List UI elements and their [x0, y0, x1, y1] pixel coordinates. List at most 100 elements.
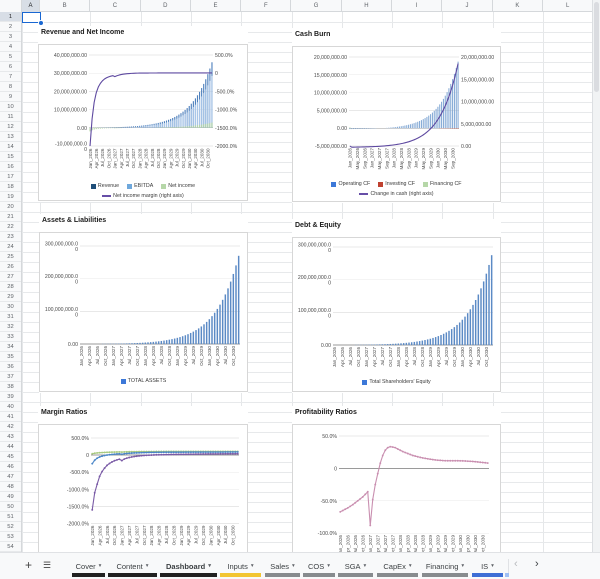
tab-dropdown-icon[interactable]: ▾ [98, 563, 102, 569]
row-header-46[interactable]: 46 [0, 462, 21, 472]
sheet-tab-content[interactable]: Content ▾ [108, 557, 157, 575]
chart-cash-burn[interactable]: Cash Burn 20,000,000.00 15,000,000.00 10,00… [292, 28, 501, 203]
column-header-L[interactable]: L [543, 0, 594, 12]
row-header-6[interactable]: 6 [0, 62, 21, 72]
sheet-tab-sga[interactable]: SGA ▾ [338, 557, 373, 575]
row-header-17[interactable]: 17 [0, 172, 21, 182]
tab-dropdown-icon[interactable]: ▾ [461, 563, 465, 569]
column-header-F[interactable]: F [241, 0, 292, 12]
row-header-5[interactable]: 5 [0, 52, 21, 62]
row-header-29[interactable]: 29 [0, 292, 21, 302]
column-header-H[interactable]: H [342, 0, 393, 12]
row-header-27[interactable]: 27 [0, 272, 21, 282]
chart-profitability-ratios[interactable]: Profitability Ratios 50.0% 0 -50.0% -100.0% J… [292, 406, 501, 552]
sheet-tab-capex[interactable]: CapEx ▾ [377, 557, 418, 575]
row-header-35[interactable]: 35 [0, 352, 21, 362]
row-header-37[interactable]: 37 [0, 372, 21, 382]
row-header-28[interactable]: 28 [0, 282, 21, 292]
sheet-tab-cos[interactable]: COS ▾ [303, 557, 335, 575]
row-header-41[interactable]: 41 [0, 412, 21, 422]
column-header-I[interactable]: I [392, 0, 443, 12]
column-header-D[interactable]: D [141, 0, 191, 12]
column-header-E[interactable]: E [191, 0, 242, 12]
row-header-31[interactable]: 31 [0, 312, 21, 322]
all-sheets-icon[interactable]: ☰ [43, 560, 52, 570]
row-header-7[interactable]: 7 [0, 72, 21, 82]
column-header-K[interactable]: K [493, 0, 543, 12]
row-header-12[interactable]: 12 [0, 122, 21, 132]
row-header-54[interactable]: 54 [0, 542, 21, 552]
row-header-1[interactable]: 1 [0, 12, 21, 22]
row-header-53[interactable]: 53 [0, 532, 21, 542]
row-header-14[interactable]: 14 [0, 142, 21, 152]
row-header-3[interactable]: 3 [0, 32, 21, 42]
tab-dropdown-icon[interactable]: ▾ [292, 563, 295, 569]
row-header-10[interactable]: 10 [0, 102, 21, 112]
tab-dropdown-icon[interactable]: ▾ [363, 563, 367, 569]
sheet-tab-inputs[interactable]: Inputs ▾ [220, 557, 261, 575]
column-header-C[interactable]: C [90, 0, 141, 12]
tab-dropdown-icon[interactable]: ▾ [250, 563, 254, 569]
sheet-tab-financing[interactable]: Financing ▾ [422, 557, 468, 575]
row-header-36[interactable]: 36 [0, 362, 21, 372]
row-header-49[interactable]: 49 [0, 492, 21, 502]
tab-dropdown-icon[interactable]: ▾ [145, 563, 149, 569]
scrollbar-thumb[interactable] [594, 2, 599, 92]
chevron-left-icon[interactable]: ‹ [514, 558, 518, 570]
row-header-16[interactable]: 16 [0, 162, 21, 172]
row-header-23[interactable]: 23 [0, 232, 21, 242]
column-header-J[interactable]: J [442, 0, 493, 12]
row-header-2[interactable]: 2 [0, 22, 21, 32]
row-header-50[interactable]: 50 [0, 502, 21, 512]
chevron-right-icon[interactable]: › [535, 558, 539, 570]
row-header-34[interactable]: 34 [0, 342, 21, 352]
tab-dropdown-icon[interactable]: ▾ [408, 563, 412, 569]
row-header-22[interactable]: 22 [0, 222, 21, 232]
fill-handle[interactable] [38, 20, 44, 26]
row-header-44[interactable]: 44 [0, 442, 21, 452]
row-header-52[interactable]: 52 [0, 522, 21, 532]
row-header-43[interactable]: 43 [0, 432, 21, 442]
tab-dropdown-icon[interactable]: ▾ [208, 563, 211, 569]
row-header-39[interactable]: 39 [0, 392, 21, 402]
row-header-24[interactable]: 24 [0, 242, 21, 252]
row-header-45[interactable]: 45 [0, 452, 21, 462]
row-header-48[interactable]: 48 [0, 482, 21, 492]
row-header-20[interactable]: 20 [0, 202, 21, 212]
vertical-scrollbar[interactable] [592, 0, 600, 552]
row-header-8[interactable]: 8 [0, 82, 21, 92]
row-header-32[interactable]: 32 [0, 322, 21, 332]
next-sheet-tab-stub[interactable] [505, 573, 509, 577]
row-header-38[interactable]: 38 [0, 382, 21, 392]
chart-margin-ratios[interactable]: Margin Ratios 500.0% 0 -500.0% -1000.0% -1500… [38, 406, 248, 552]
row-header-4[interactable]: 4 [0, 42, 21, 52]
tab-dropdown-icon[interactable]: ▾ [327, 563, 331, 569]
sheet-tab-sales[interactable]: Sales ▾ [265, 557, 300, 575]
row-header-21[interactable]: 21 [0, 212, 21, 222]
select-all-corner[interactable] [0, 0, 22, 12]
row-header-9[interactable]: 9 [0, 92, 21, 102]
sheet-tab-cover[interactable]: Cover ▾ [72, 557, 105, 575]
chart-debt-equity[interactable]: Debt & Equity 300,000,000.0 0 200,000,000.0… [292, 219, 501, 393]
chart-revenue-and-net-income[interactable]: Revenue and Net Income 40,000,000.00 30,00… [38, 26, 248, 202]
row-header-18[interactable]: 18 [0, 182, 21, 192]
sheet-tab-is[interactable]: IS ▾ [472, 557, 503, 575]
column-header-B[interactable]: B [40, 0, 91, 12]
column-header-A[interactable]: A [22, 0, 40, 12]
row-header-25[interactable]: 25 [0, 252, 21, 262]
row-header-11[interactable]: 11 [0, 112, 21, 122]
row-header-42[interactable]: 42 [0, 422, 21, 432]
sheet-tab-dashboard[interactable]: Dashboard ▾ [160, 557, 217, 575]
add-sheet-icon[interactable]: + [25, 558, 33, 572]
chart-assets-liabilities[interactable]: Assets & Liabilities 300,000,000.0 0 200,00… [39, 214, 248, 393]
row-header-47[interactable]: 47 [0, 472, 21, 482]
active-cell-selection[interactable] [22, 12, 41, 23]
column-header-G[interactable]: G [291, 0, 342, 12]
row-header-40[interactable]: 40 [0, 402, 21, 412]
row-header-26[interactable]: 26 [0, 262, 21, 272]
row-header-13[interactable]: 13 [0, 132, 21, 142]
row-header-19[interactable]: 19 [0, 192, 21, 202]
row-header-15[interactable]: 15 [0, 152, 21, 162]
row-header-33[interactable]: 33 [0, 332, 21, 342]
